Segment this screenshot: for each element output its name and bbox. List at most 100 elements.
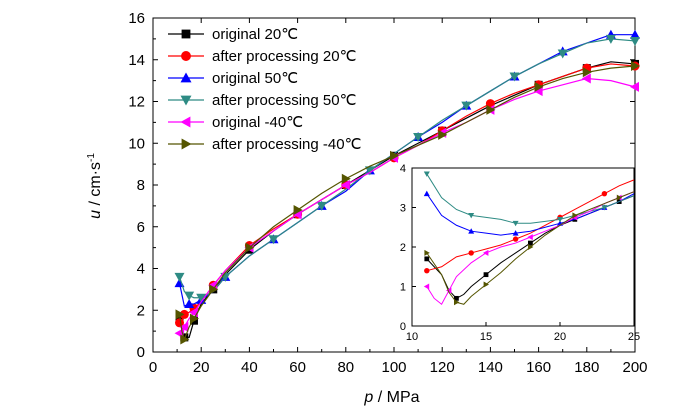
inset-x-tick-label: 15 bbox=[480, 331, 492, 343]
data-point bbox=[534, 81, 544, 92]
legend-item-original-40c: original -40℃ bbox=[168, 114, 303, 131]
inset-data-point bbox=[512, 220, 519, 227]
x-tick-label: 40 bbox=[241, 359, 258, 376]
inset-series-line bbox=[426, 191, 635, 306]
inset-data-point bbox=[572, 212, 578, 219]
legend-label: original 20℃ bbox=[212, 26, 298, 43]
legend: original 20℃ after processing 20℃ original… bbox=[168, 26, 361, 153]
inset-y-tick-label: 4 bbox=[400, 163, 406, 175]
legend-label: after processing 20℃ bbox=[212, 48, 356, 65]
inset-data-point bbox=[512, 230, 519, 236]
x-tick-label: 80 bbox=[337, 359, 354, 376]
inset-plot-frame bbox=[411, 167, 635, 327]
x-axis-unit: MPa bbox=[387, 389, 420, 406]
y-tick-label: 14 bbox=[128, 52, 145, 69]
data-point bbox=[582, 67, 592, 78]
x-tick-label: 20 bbox=[193, 359, 210, 376]
data-point bbox=[196, 293, 207, 303]
data-point bbox=[631, 61, 640, 72]
legend-marker bbox=[180, 116, 191, 128]
inset-data-point bbox=[468, 213, 475, 219]
data-point bbox=[189, 313, 199, 324]
data-point bbox=[179, 321, 189, 332]
data-point bbox=[461, 101, 472, 111]
inset-data-point bbox=[468, 228, 475, 234]
data-point bbox=[245, 242, 255, 253]
data-point bbox=[557, 49, 568, 59]
inset-y-tick-label: 0 bbox=[400, 321, 406, 333]
inset-data-point bbox=[483, 272, 489, 278]
inset-x-tick-label: 25 bbox=[628, 331, 640, 343]
legend-item-after-processing-40c: after processing -40℃ bbox=[168, 136, 361, 153]
inset-data-point bbox=[528, 244, 534, 250]
legend-item-original-20c: original 20℃ bbox=[168, 26, 298, 43]
inset-data-point bbox=[601, 205, 608, 211]
y-axis-var: u bbox=[87, 210, 104, 219]
data-point bbox=[268, 235, 279, 245]
inset-x-tick-label: 20 bbox=[554, 331, 566, 343]
inset-data-point bbox=[454, 299, 460, 306]
x-tick-label: 140 bbox=[478, 359, 503, 376]
inset-data-point bbox=[424, 256, 430, 262]
inset-data-point bbox=[454, 295, 459, 301]
inset-series-line bbox=[426, 191, 635, 305]
main-series-group bbox=[174, 29, 640, 345]
inset-y-tick-label: 2 bbox=[400, 242, 406, 254]
y-tick-label: 2 bbox=[137, 302, 145, 319]
y-tick-label: 0 bbox=[137, 344, 145, 361]
x-axis-sep: / bbox=[373, 389, 386, 406]
data-point bbox=[209, 284, 219, 295]
x-tick-label: 0 bbox=[149, 359, 157, 376]
x-axis-label: p / MPa bbox=[363, 389, 419, 406]
y-axis-label: u / cm·s-1 bbox=[86, 153, 104, 219]
data-point bbox=[316, 201, 327, 211]
inset-data-point bbox=[527, 234, 533, 241]
data-point bbox=[180, 334, 190, 345]
data-point bbox=[630, 29, 640, 39]
inset-series-line bbox=[426, 179, 635, 272]
legend-marker bbox=[181, 29, 191, 39]
data-point bbox=[184, 298, 195, 308]
inset-data-point bbox=[601, 190, 608, 197]
inset-axis-ticks: 10 15 20 25 0 1 2 3 4 bbox=[400, 163, 640, 343]
x-tick-label: 180 bbox=[574, 359, 599, 376]
y-tick-label: 12 bbox=[128, 94, 145, 111]
legend-marker bbox=[180, 72, 192, 83]
inset-data-point bbox=[423, 171, 430, 177]
data-point bbox=[438, 129, 448, 140]
data-point bbox=[184, 291, 195, 301]
data-point bbox=[175, 318, 185, 328]
inset-data-point bbox=[557, 216, 563, 223]
x-tick-label: 60 bbox=[289, 359, 306, 376]
legend-label: after processing -40℃ bbox=[212, 136, 361, 153]
x-tick-label: 120 bbox=[430, 359, 455, 376]
inset-data-point bbox=[483, 249, 489, 256]
y-axis-sep: / bbox=[87, 197, 104, 210]
series-after-processing-50c bbox=[174, 34, 640, 303]
data-point bbox=[486, 104, 496, 115]
y-tick-label: 16 bbox=[128, 10, 145, 27]
x-axis-var: p bbox=[363, 389, 373, 406]
inset-data-point bbox=[423, 190, 430, 197]
series-after-processing-40c bbox=[175, 61, 640, 345]
data-point bbox=[364, 166, 375, 176]
data-point bbox=[175, 309, 185, 320]
data-point bbox=[630, 36, 640, 46]
data-point bbox=[413, 132, 424, 142]
data-point bbox=[509, 72, 520, 82]
inset-series-after-processing-40c bbox=[424, 191, 635, 306]
data-point bbox=[340, 180, 350, 190]
data-point bbox=[174, 272, 185, 282]
inset-data-point bbox=[423, 283, 430, 290]
data-point bbox=[581, 73, 591, 84]
y-tick-label: 10 bbox=[128, 135, 145, 152]
inset-series-after-processing-50c bbox=[423, 171, 635, 227]
inset-series-group bbox=[423, 171, 635, 306]
legend-label: original 50℃ bbox=[212, 70, 298, 87]
legend-marker bbox=[180, 95, 192, 106]
y-tick-label: 4 bbox=[137, 261, 145, 278]
inset-data-point bbox=[483, 281, 489, 288]
legend-marker bbox=[181, 138, 192, 150]
inset-series-line bbox=[426, 173, 635, 224]
